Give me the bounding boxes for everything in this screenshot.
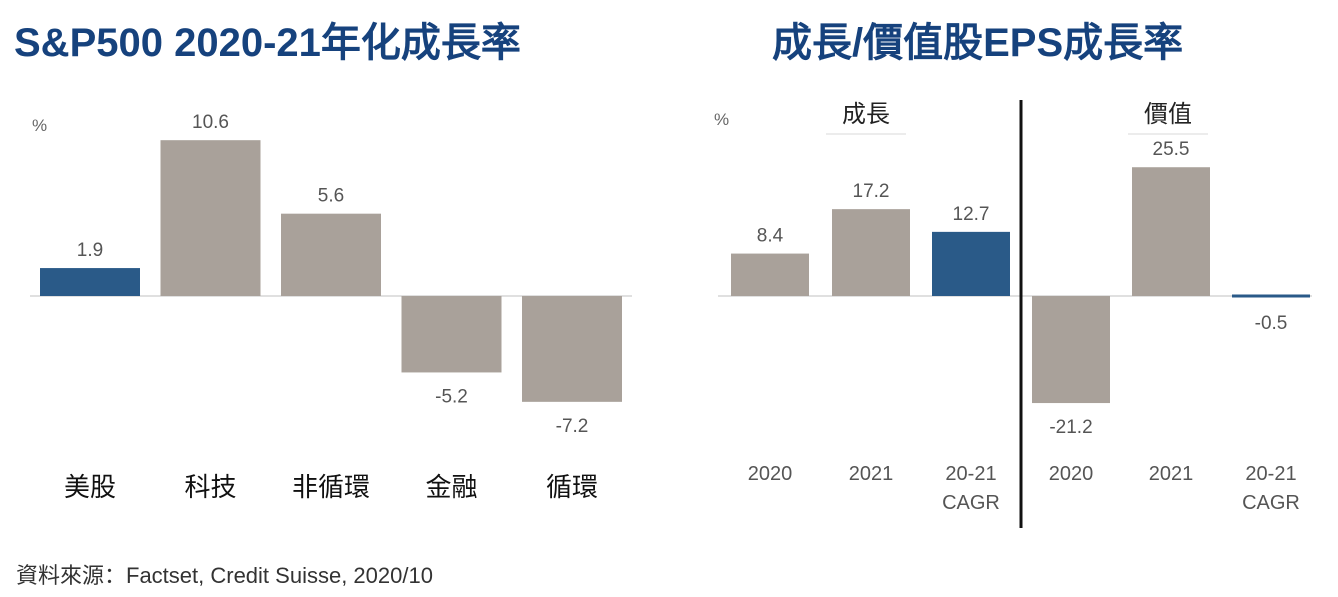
right-bar-1-0 <box>1032 296 1110 404</box>
left-value-label-0: 1.9 <box>77 240 103 261</box>
source-note: 資料來源：Factset, Credit Suisse, 2020/10 <box>16 563 433 588</box>
left-bar-2 <box>281 213 381 296</box>
right-category-label-0-0-0: 2020 <box>748 463 793 485</box>
right-value-label-1-2: -0.5 <box>1255 313 1288 334</box>
left-value-label-3: -5.2 <box>435 386 468 407</box>
right-bar-0-2 <box>932 231 1010 296</box>
right-value-label-1-0: -21.2 <box>1049 417 1092 438</box>
left-category-label-2: 非循環 <box>292 473 370 503</box>
left-bar-3 <box>401 296 502 373</box>
right-category-label-0-2-0: 20-21 <box>945 463 996 485</box>
left-bar-1 <box>160 140 261 296</box>
left-category-label-1: 科技 <box>184 473 236 503</box>
left-bar-4 <box>522 296 622 402</box>
right-value-label-0-2: 12.7 <box>953 204 990 225</box>
left-value-label-2: 5.6 <box>318 186 344 207</box>
right-bar-1-1 <box>1132 167 1210 296</box>
left-value-label-4: -7.2 <box>556 416 589 437</box>
group-label-0: 成長 <box>842 100 890 128</box>
right-value-label-1-1: 25.5 <box>1153 139 1190 160</box>
right-category-label-0-2-1: CAGR <box>942 492 1000 514</box>
left-category-label-3: 金融 <box>425 473 477 503</box>
left-bar-0 <box>40 268 140 296</box>
left-category-label-4: 循環 <box>546 473 598 503</box>
right-bar-0-0 <box>731 253 809 296</box>
right-category-label-1-2-1: CAGR <box>1242 492 1300 514</box>
right-unit-label: % <box>714 110 729 129</box>
right-bar-1-2 <box>1232 294 1310 298</box>
left-value-label-1: 10.6 <box>192 112 229 133</box>
right-chart-title: 成長/價值股EPS成長率 <box>772 21 1184 65</box>
right-value-label-0-0: 8.4 <box>757 226 784 247</box>
right-bar-0-1 <box>832 209 910 296</box>
right-category-label-1-1-0: 2021 <box>1149 463 1194 485</box>
left-chart-title: S&P500 2020-21年化成長率 <box>14 21 521 65</box>
left-category-label-0: 美股 <box>64 473 116 503</box>
right-category-label-0-1-0: 2021 <box>849 463 894 485</box>
group-label-1: 價值 <box>1144 100 1192 128</box>
right-value-label-0-1: 17.2 <box>853 181 890 202</box>
right-category-label-1-2-0: 20-21 <box>1245 463 1296 485</box>
right-category-label-1-0-0: 2020 <box>1049 463 1094 485</box>
left-unit-label: % <box>32 116 47 135</box>
